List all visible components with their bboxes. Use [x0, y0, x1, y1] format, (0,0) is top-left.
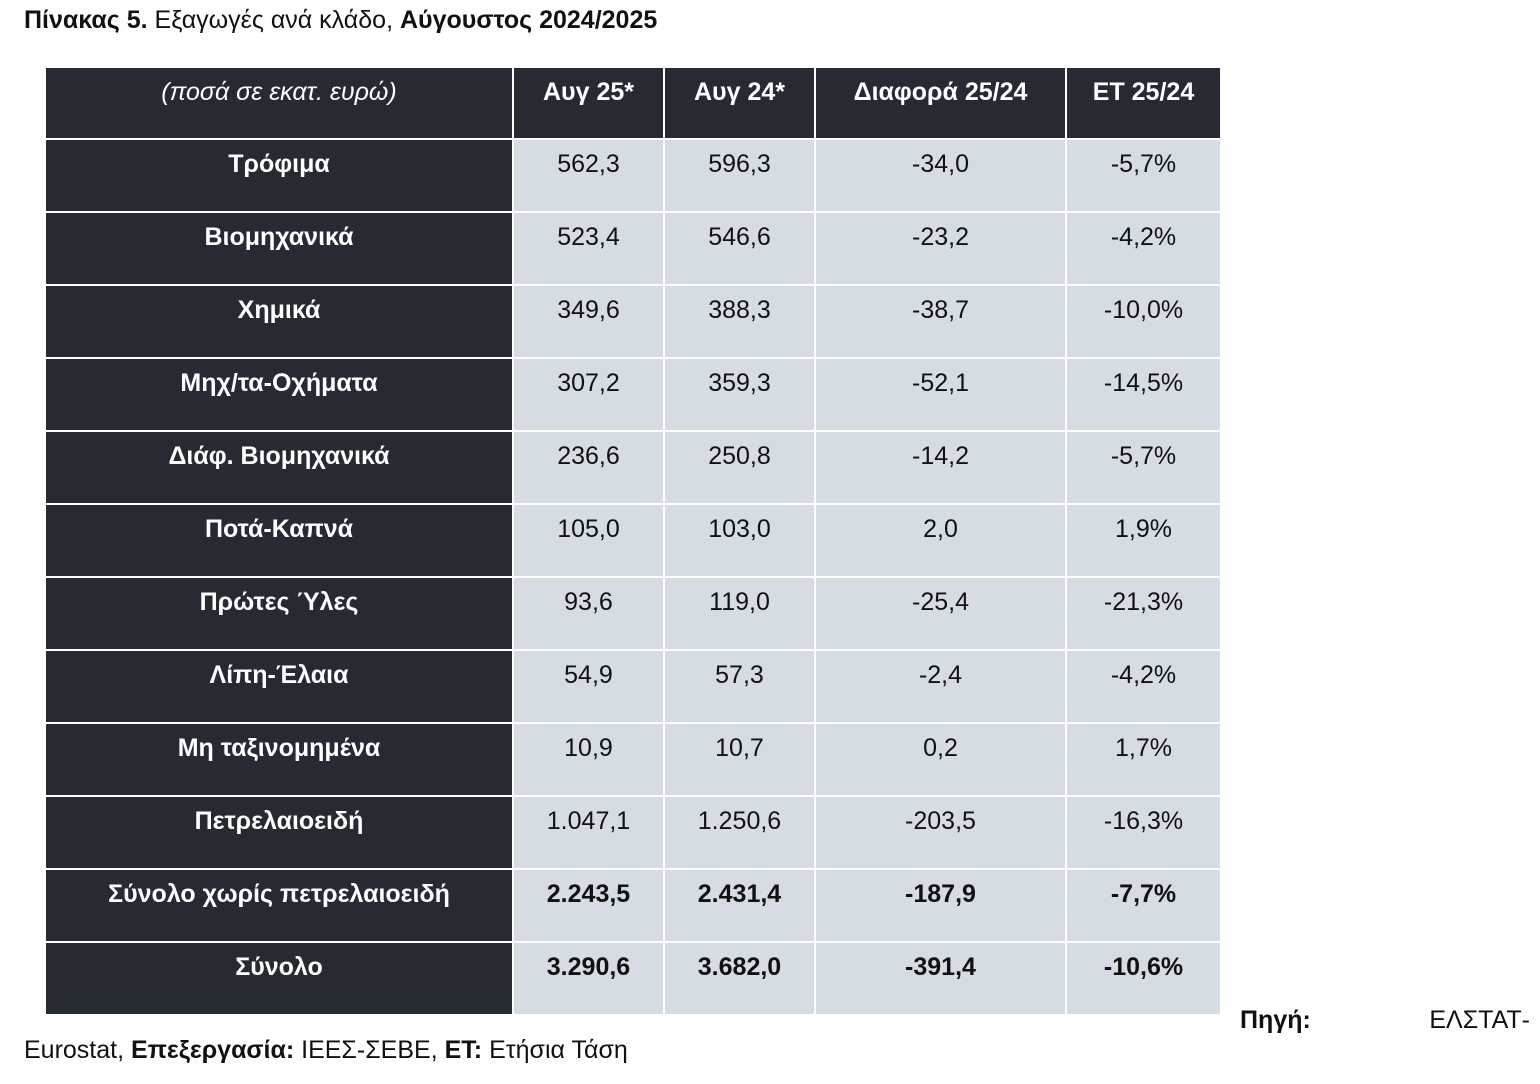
row-label: Μηχ/τα-Οχήματα — [44, 357, 514, 432]
value-cell: 3.682,0 — [663, 941, 816, 1016]
row-label: Πρώτες Ύλες — [44, 576, 514, 651]
value-cell: -23,2 — [814, 211, 1067, 286]
value-cell: 93,6 — [512, 576, 665, 651]
table-row: Πρώτες Ύλες 93,6 119,0 -25,4 -21,3% — [44, 576, 1222, 651]
value-cell: -4,2% — [1065, 211, 1222, 286]
value-cell: -10,0% — [1065, 284, 1222, 359]
value-cell: 103,0 — [663, 503, 816, 578]
title-label: Πίνακας 5. — [24, 6, 148, 34]
value-cell: -14,2 — [814, 430, 1067, 505]
value-cell: 2,0 — [814, 503, 1067, 578]
table-row: Μη ταξινομημένα 10,9 10,7 0,2 1,7% — [44, 722, 1222, 797]
value-cell: 2.431,4 — [663, 868, 816, 943]
value-cell: -38,7 — [814, 284, 1067, 359]
row-label: Βιομηχανικά — [44, 211, 514, 286]
value-cell: 236,6 — [512, 430, 665, 505]
title-period: Αύγουστος 2024/2025 — [399, 6, 658, 34]
source-label-text: Πηγή: — [1240, 1006, 1311, 1034]
row-label: Μη ταξινομημένα — [44, 722, 514, 797]
processing-label: Επεξεργασία: — [131, 1036, 295, 1064]
value-cell: 1.250,6 — [663, 795, 816, 870]
value-cell: -4,2% — [1065, 649, 1222, 724]
value-cell: 10,7 — [663, 722, 816, 797]
row-label: Σύνολο χωρίς πετρελαιοειδή — [44, 868, 514, 943]
source-2: Eurostat, — [24, 1036, 125, 1064]
value-cell: -10,6% — [1065, 941, 1222, 1016]
value-cell: 105,0 — [512, 503, 665, 578]
value-cell: -187,9 — [814, 868, 1067, 943]
value-cell: -52,1 — [814, 357, 1067, 432]
et-label: ΕΤ: — [444, 1036, 483, 1064]
value-cell: 1.047,1 — [512, 795, 665, 870]
value-cell: 359,3 — [663, 357, 816, 432]
value-cell: -34,0 — [814, 138, 1067, 213]
value-cell: 546,6 — [663, 211, 816, 286]
et: Ετήσια Τάση — [489, 1036, 628, 1064]
value-cell: -7,7% — [1065, 868, 1222, 943]
value-cell: -203,5 — [814, 795, 1067, 870]
value-cell: 349,6 — [512, 284, 665, 359]
value-cell: 1,7% — [1065, 722, 1222, 797]
row-label: Διάφ. Βιομηχανικά — [44, 430, 514, 505]
value-cell: 57,3 — [663, 649, 816, 724]
value-cell: 523,4 — [512, 211, 665, 286]
table-row: Χημικά 349,6 388,3 -38,7 -10,0% — [44, 284, 1222, 359]
value-cell: -25,4 — [814, 576, 1067, 651]
value-cell: 562,3 — [512, 138, 665, 213]
table-row: Σύνολο 3.290,6 3.682,0 -391,4 -10,6% — [44, 941, 1222, 1016]
row-label: Χημικά — [44, 284, 514, 359]
source-1: ΕΛΣΤΑΤ- — [1429, 1006, 1530, 1034]
value-cell: 0,2 — [814, 722, 1067, 797]
value-cell: -5,7% — [1065, 430, 1222, 505]
processing: ΙΕΕΣ-ΣΕΒΕ, — [301, 1036, 438, 1064]
header-cell: Αυγ 25* — [512, 66, 665, 140]
header-cell: Διαφορά 25/24 — [814, 66, 1067, 140]
value-cell: -5,7% — [1065, 138, 1222, 213]
value-cell: 10,9 — [512, 722, 665, 797]
row-label: Τρόφιμα — [44, 138, 514, 213]
table-row: Ποτά-Καπνά 105,0 103,0 2,0 1,9% — [44, 503, 1222, 578]
header-cell: (ποσά σε εκατ. ευρώ) — [44, 66, 514, 140]
table-row: Σύνολο χωρίς πετρελαιοειδή 2.243,5 2.431,4… — [44, 868, 1222, 943]
table-row: Διάφ. Βιομηχανικά 236,6 250,8 -14,2 -5,7% — [44, 430, 1222, 505]
table-row: Πετρελαιοειδή 1.047,1 1.250,6 -203,5 -16,3% — [44, 795, 1222, 870]
value-cell: 307,2 — [512, 357, 665, 432]
exports-table: (ποσά σε εκατ. ευρώ) Αυγ 25* Αυγ 24* Διαφορ… — [44, 66, 1222, 1016]
row-label: Πετρελαιοειδή — [44, 795, 514, 870]
table-row: Μηχ/τα-Οχήματα 307,2 359,3 -52,1 -14,5% — [44, 357, 1222, 432]
header-row: (ποσά σε εκατ. ευρώ) Αυγ 25* Αυγ 24* Διαφορ… — [44, 66, 1222, 140]
value-cell: 54,9 — [512, 649, 665, 724]
value-cell: 3.290,6 — [512, 941, 665, 1016]
row-label: Λίπη-Έλαια — [44, 649, 514, 724]
value-cell: -391,4 — [814, 941, 1067, 1016]
value-cell: 388,3 — [663, 284, 816, 359]
value-cell: 1,9% — [1065, 503, 1222, 578]
value-cell: -16,3% — [1065, 795, 1222, 870]
table-row: Λίπη-Έλαια 54,9 57,3 -2,4 -4,2% — [44, 649, 1222, 724]
header-cell: Αυγ 24* — [663, 66, 816, 140]
source-label: Πηγή: — [1240, 1006, 1311, 1035]
value-cell: 596,3 — [663, 138, 816, 213]
title: Πίνακας 5. Εξαγωγές ανά κλάδο, Αύγουστος… — [24, 6, 657, 35]
value-cell: 119,0 — [663, 576, 816, 651]
value-cell: -21,3% — [1065, 576, 1222, 651]
header-cell: ΕΤ 25/24 — [1065, 66, 1222, 140]
value-cell: -14,5% — [1065, 357, 1222, 432]
table-body: Τρόφιμα 562,3 596,3 -34,0 -5,7% Βιομηχανικά 52… — [44, 138, 1222, 1016]
row-label: Ποτά-Καπνά — [44, 503, 514, 578]
value-cell: 2.243,5 — [512, 868, 665, 943]
value-cell: -2,4 — [814, 649, 1067, 724]
table-row: Βιομηχανικά 523,4 546,6 -23,2 -4,2% — [44, 211, 1222, 286]
table-row: Τρόφιμα 562,3 596,3 -34,0 -5,7% — [44, 138, 1222, 213]
row-label: Σύνολο — [44, 941, 514, 1016]
title-text: Εξαγωγές ανά κλάδο, — [154, 6, 394, 34]
footer-line: Eurostat, Επεξεργασία: ΙΕΕΣ-ΣΕΒΕ, ΕΤ: Ετ… — [24, 1036, 628, 1065]
value-cell: 250,8 — [663, 430, 816, 505]
